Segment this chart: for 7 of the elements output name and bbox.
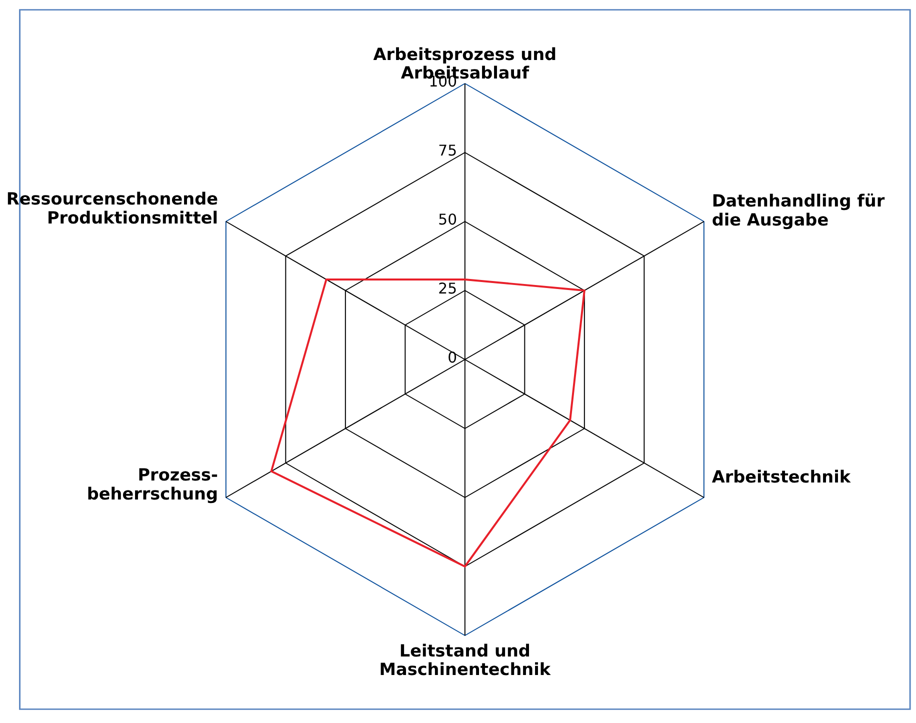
y-tick-label: 25 <box>438 280 458 298</box>
spoke-label: Leitstand und Maschinentechnik <box>379 640 552 680</box>
spoke-label: Datenhandling für die Ausgabe <box>712 190 886 230</box>
spoke-label: Prozess- beherrschung <box>86 464 218 504</box>
spoke-label: Arbeitstechnik <box>712 466 852 487</box>
y-tick-label: 75 <box>438 142 458 160</box>
y-tick-label: 50 <box>438 211 458 228</box>
